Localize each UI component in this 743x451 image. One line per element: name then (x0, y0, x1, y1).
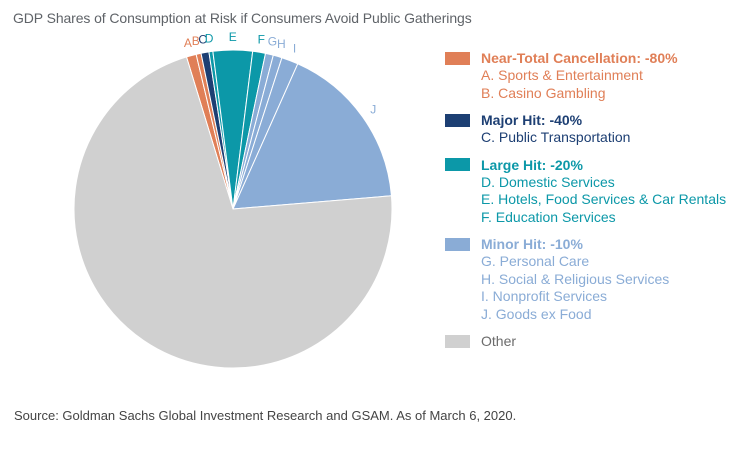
legend-group-title: Minor Hit: -10% (481, 236, 583, 252)
legend-group-title: Near-Total Cancellation: -80% (481, 50, 678, 66)
legend-item: A. Sports & Entertainment (481, 67, 643, 83)
chart-title: GDP Shares of Consumption at Risk if Con… (13, 10, 472, 26)
legend-swatch (445, 158, 470, 171)
legend-group: Large Hit: -20% D. Domestic Services E. Ho… (445, 156, 740, 227)
slice-label-f: F (258, 32, 265, 46)
legend-group-title: Major Hit: -40% (481, 112, 583, 128)
slice-label-h: H (277, 37, 286, 51)
slice-label-j: J (370, 102, 376, 116)
legend-item: C. Public Transportation (481, 129, 631, 145)
slice-label-g: G (268, 35, 277, 49)
legend-group: Minor Hit: -10% G. Personal Care H. Social… (445, 235, 740, 323)
slice-label-b: B (192, 34, 200, 48)
slice-label-i: I (293, 41, 296, 55)
pie-slice-other (73, 56, 393, 369)
legend-item: B. Casino Gambling (481, 84, 606, 101)
legend-group: Near-Total Cancellation: -80% A. Sports &… (445, 49, 740, 102)
legend-swatch (445, 51, 470, 65)
legend-item: H. Social & Religious Services (481, 270, 670, 287)
legend-item: D. Domestic Services (481, 173, 615, 190)
legend-entry: Minor Hit: -10% (445, 235, 740, 253)
legend-item: F. Education Services (481, 208, 616, 225)
legend-entry: Large Hit: -20% (445, 156, 740, 174)
legend-entry: Major Hit: -40% (445, 111, 740, 129)
legend-group-title: Other (481, 333, 517, 349)
slice-label-d: D (205, 32, 214, 46)
legend-item: E. Hotels, Food Services & Car Rentals (481, 191, 727, 207)
slice-label-e: E (229, 30, 237, 44)
chart-legend: Near-Total Cancellation: -80% A. Sports &… (445, 49, 740, 359)
legend-swatch (445, 334, 470, 348)
legend-item: I. Nonprofit Services (481, 288, 608, 304)
legend-item: G. Personal Care (481, 253, 590, 269)
pie-slice-j (232, 63, 392, 210)
legend-group-title: Large Hit: -20% (481, 156, 583, 173)
legend-group: Other (445, 332, 740, 350)
source-note: Source: Goldman Sachs Global Investment … (14, 408, 517, 423)
legend-swatch (445, 237, 470, 251)
legend-group: Major Hit: -40% C. Public Transportation (445, 111, 740, 147)
legend-swatch (445, 113, 470, 127)
legend-entry: Other (445, 332, 740, 350)
legend-item: J. Goods ex Food (481, 305, 592, 322)
legend-entry: Near-Total Cancellation: -80% (445, 49, 740, 67)
slice-label-c: C (198, 33, 207, 47)
slice-label-a: A (184, 36, 192, 50)
